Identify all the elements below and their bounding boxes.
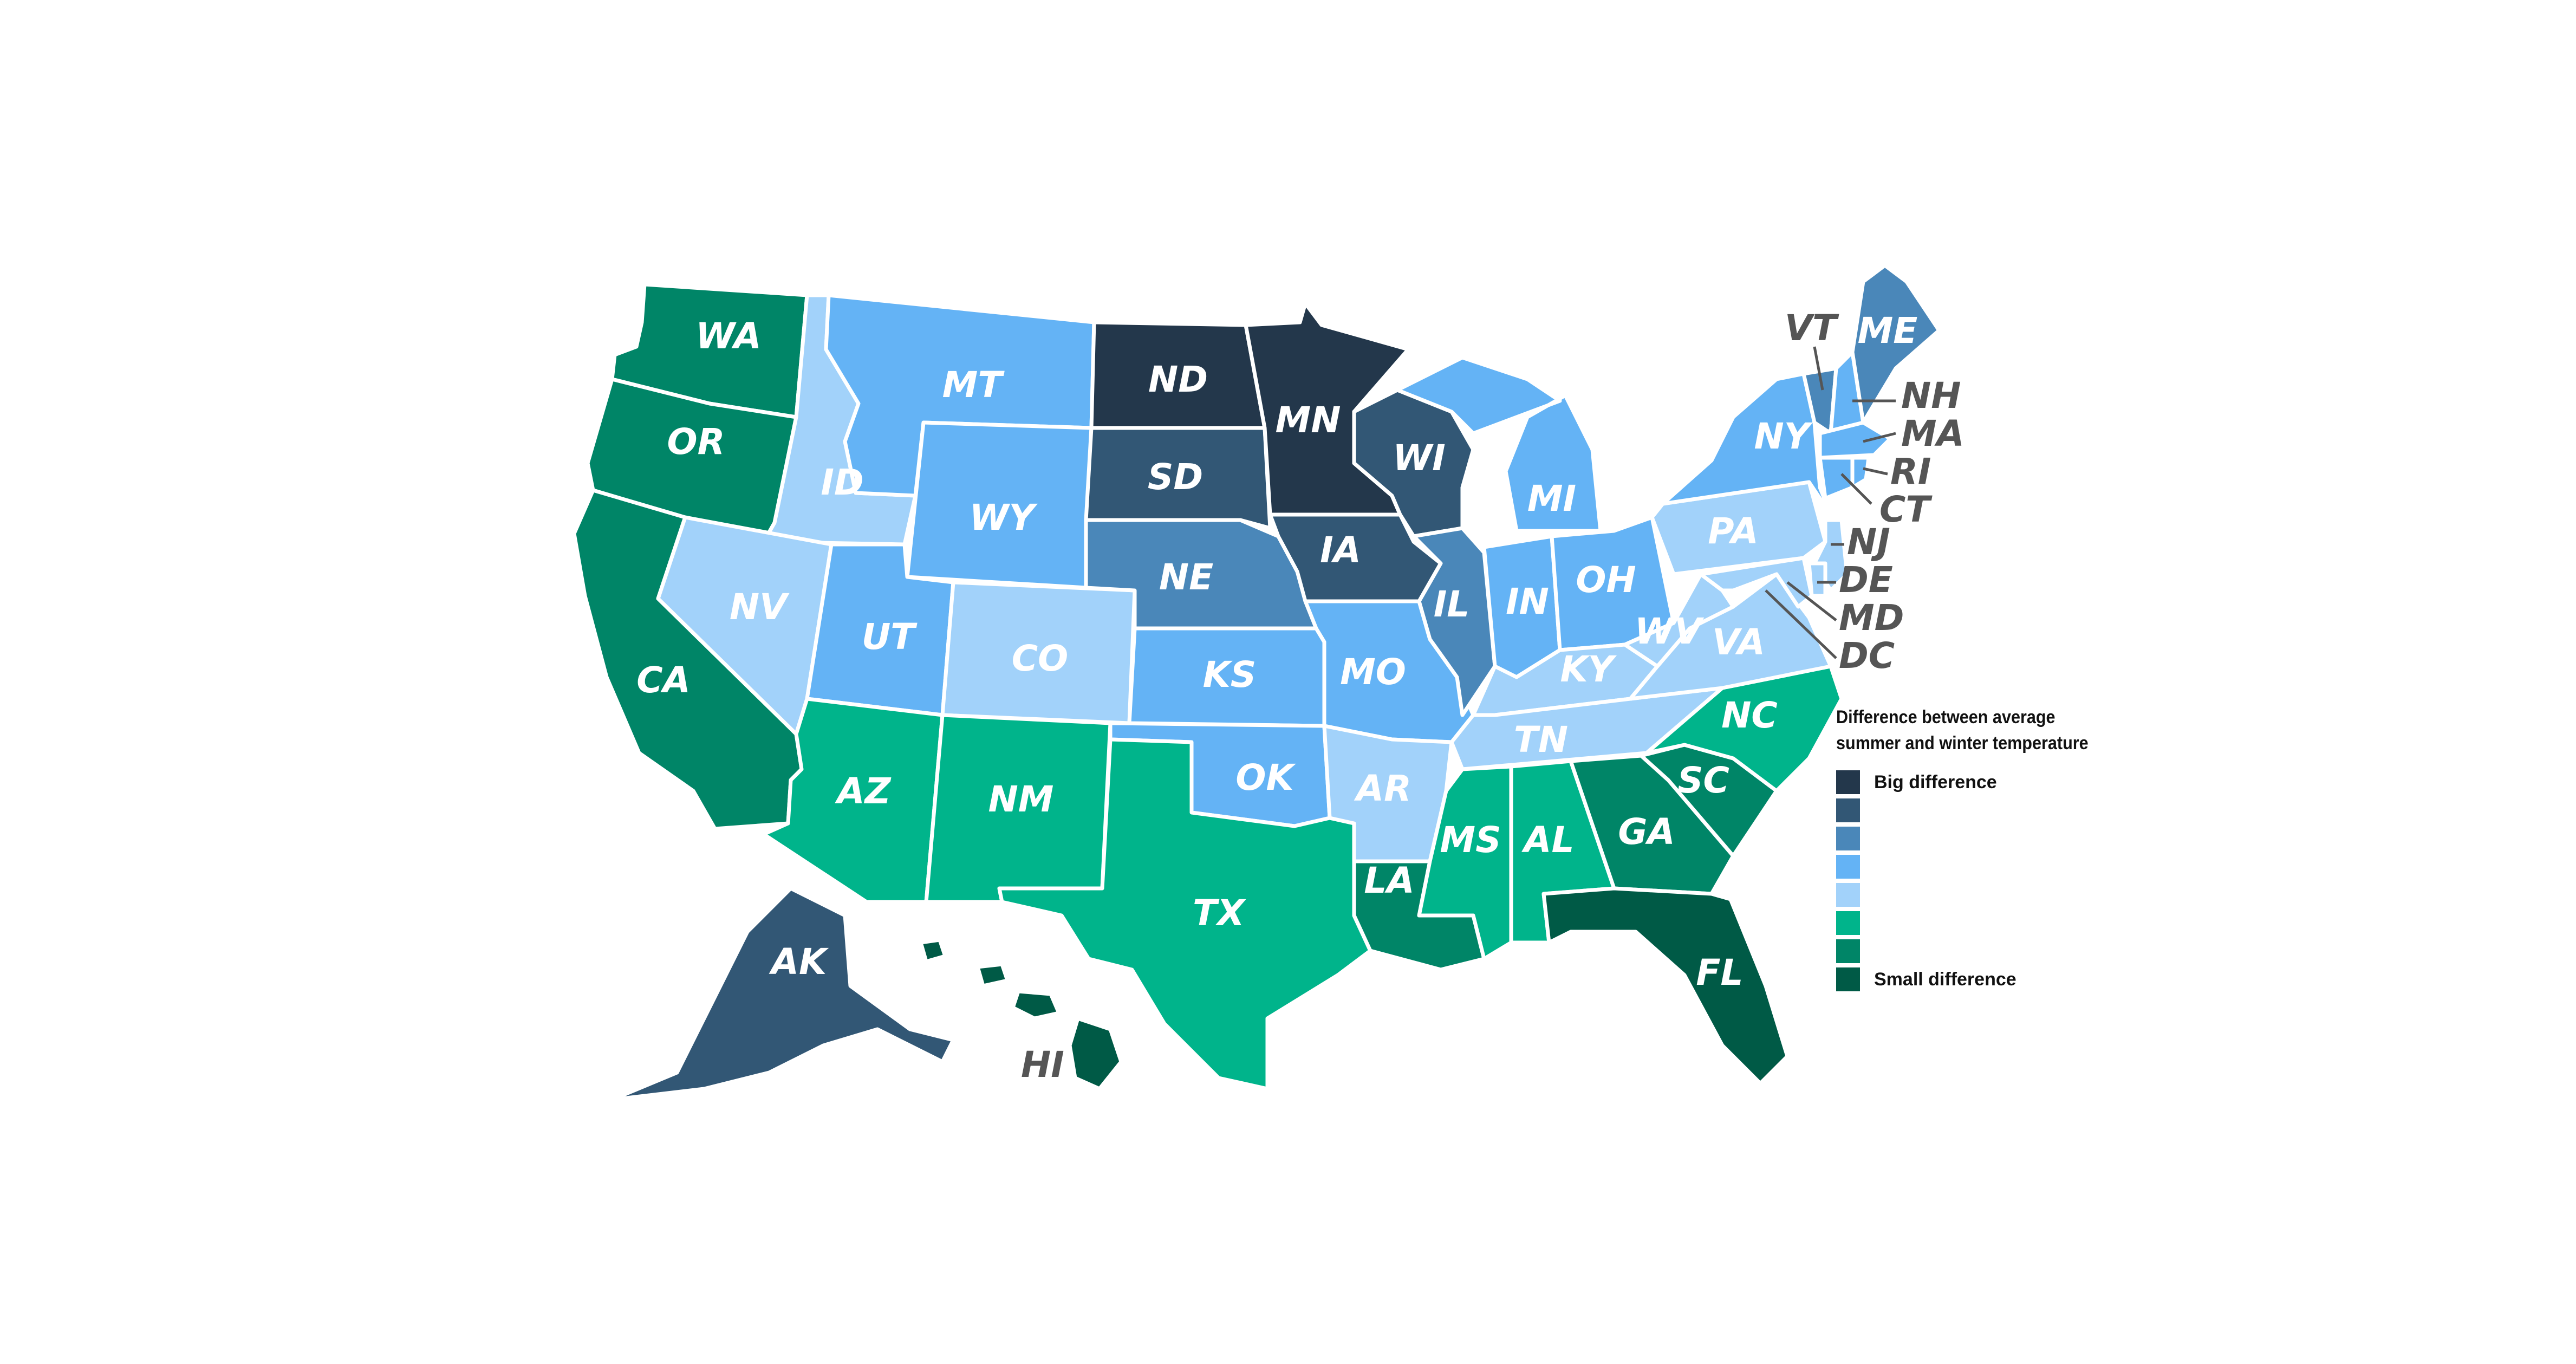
state-me[interactable]	[1850, 263, 1941, 425]
state-ma[interactable]	[1818, 420, 1892, 460]
label-de: DE	[1839, 559, 1893, 601]
state-sd[interactable]	[1084, 426, 1272, 530]
state-fl[interactable]	[1541, 886, 1790, 1086]
state-hi-oahu[interactable]	[975, 962, 1010, 988]
label-mt: MT	[942, 364, 1005, 406]
label-il: IL	[1434, 583, 1470, 625]
label-fl: FL	[1696, 952, 1743, 993]
state-ak[interactable]	[610, 886, 955, 1102]
leader-vt	[1813, 346, 1824, 391]
legend-label-8: Small difference	[1874, 969, 2016, 990]
label-wa: WA	[695, 315, 762, 357]
label-wy: WY	[970, 497, 1038, 538]
legend-swatch-5	[1836, 883, 1860, 907]
label-nv: NV	[730, 586, 790, 628]
label-la: LA	[1364, 860, 1414, 901]
label-md: MD	[1839, 597, 1904, 639]
label-dc: DC	[1839, 635, 1895, 677]
legend-swatch-4	[1836, 855, 1860, 879]
label-id: ID	[821, 462, 863, 503]
leader-md	[1786, 581, 1837, 621]
label-nd: ND	[1148, 359, 1208, 400]
state-hi-big[interactable]	[1068, 1016, 1123, 1091]
legend-title-line2: summer and winter temperature	[1836, 733, 2089, 754]
label-co: CO	[1012, 638, 1069, 679]
legend-label-1: Big difference	[1874, 772, 1997, 793]
state-labels-outside: VT NH MA RI CT NJ DE MD DC HI	[1021, 307, 1964, 1086]
leader-ri	[1863, 467, 1888, 476]
label-ct: CT	[1879, 489, 1933, 530]
state-labels-inside: WA OR CA ID NV MT WY UT CO AZ NM ND SD N…	[636, 310, 1917, 993]
label-mo: MO	[1340, 651, 1406, 693]
label-wv: WV	[1635, 610, 1705, 652]
leader-dc	[1765, 589, 1837, 659]
leader-ct	[1840, 473, 1872, 505]
state-ms[interactable]	[1417, 764, 1513, 961]
legend-items: Big difference Small difference	[1836, 770, 2016, 991]
label-ok: OK	[1235, 757, 1296, 798]
label-az: AZ	[835, 770, 892, 812]
label-ia: IA	[1320, 529, 1361, 571]
label-hi: HI	[1021, 1044, 1064, 1086]
label-ks: KS	[1203, 654, 1257, 696]
label-ny: NY	[1754, 415, 1813, 457]
state-tx[interactable]	[997, 737, 1372, 1091]
state-md[interactable]	[1699, 556, 1814, 609]
label-ri: RI	[1890, 451, 1931, 492]
legend-swatch-7	[1836, 939, 1860, 963]
label-ar: AR	[1354, 768, 1411, 809]
label-nm: NM	[988, 778, 1054, 820]
label-va: VA	[1712, 621, 1765, 663]
label-sd: SD	[1148, 456, 1203, 498]
label-oh: OH	[1576, 559, 1636, 601]
label-ak: AK	[769, 941, 829, 983]
label-ms: MS	[1440, 819, 1501, 861]
label-ga: GA	[1618, 811, 1675, 853]
legend-swatch-1	[1836, 770, 1860, 794]
state-wv[interactable]	[1623, 572, 1735, 668]
label-al: AL	[1521, 819, 1574, 861]
legend-title-line1: Difference between average	[1836, 707, 2055, 728]
label-nh: NH	[1901, 375, 1961, 417]
label-mi: MI	[1527, 478, 1576, 519]
label-tn: TN	[1514, 719, 1568, 761]
legend-swatch-8	[1836, 967, 1860, 991]
label-ma: MA	[1901, 413, 1964, 454]
legend-swatch-2	[1836, 798, 1860, 822]
label-ne: NE	[1159, 556, 1213, 598]
leader-ma	[1863, 432, 1896, 443]
leader-lines	[1765, 346, 1896, 659]
label-pa: PA	[1708, 510, 1758, 552]
label-or: OR	[667, 421, 725, 463]
legend-swatch-6	[1836, 911, 1860, 935]
state-ri[interactable]	[1850, 456, 1871, 490]
state-hi-kauai[interactable]	[919, 938, 947, 964]
state-hi-maui[interactable]	[1011, 989, 1061, 1021]
label-wi: WI	[1393, 437, 1445, 479]
label-ky: KY	[1560, 648, 1617, 690]
label-tx: TX	[1193, 892, 1246, 934]
label-nj: NJ	[1847, 521, 1890, 563]
label-ca: CA	[636, 659, 691, 701]
states-layer	[572, 263, 1941, 1102]
legend: Difference between average summer and wi…	[1836, 707, 2089, 991]
label-nc: NC	[1721, 694, 1778, 736]
label-ut: UT	[862, 616, 918, 658]
label-me: ME	[1858, 310, 1918, 352]
label-mn: MN	[1276, 399, 1341, 441]
label-vt: VT	[1785, 307, 1839, 349]
state-il[interactable]	[1411, 526, 1497, 717]
label-sc: SC	[1677, 759, 1729, 801]
label-in: IN	[1506, 581, 1549, 622]
legend-swatch-3	[1836, 827, 1860, 850]
